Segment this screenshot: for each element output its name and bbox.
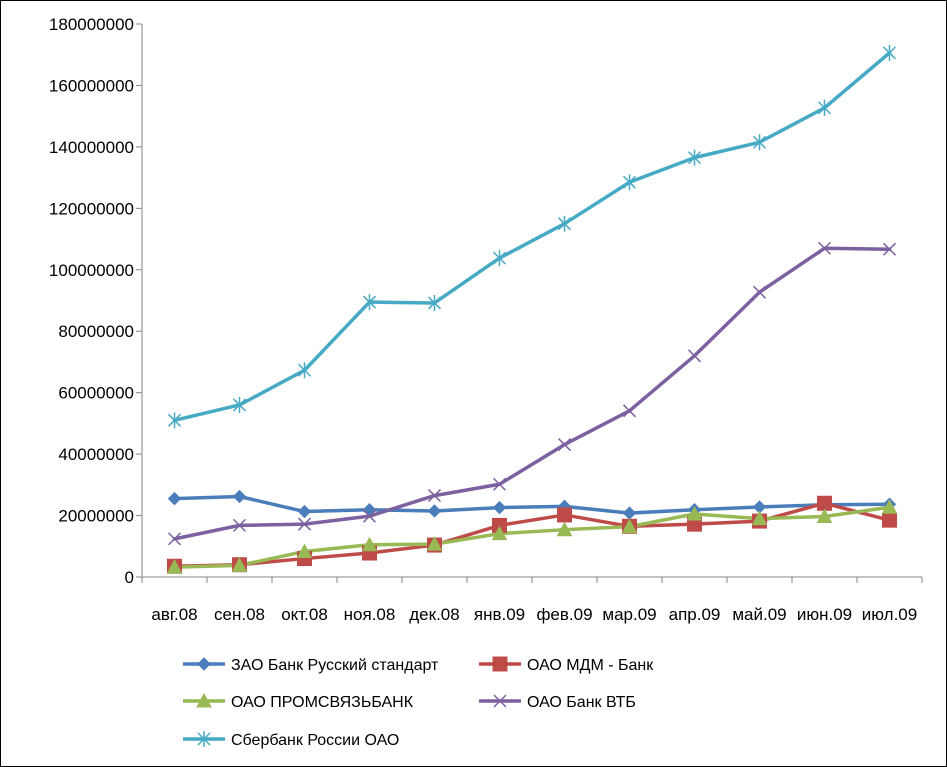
data-point-series-3 [426, 536, 443, 551]
y-tick-label: 100000000 [49, 261, 134, 280]
y-tick-label: 120000000 [49, 199, 134, 218]
data-point-series-4 [687, 349, 702, 363]
legend: ЗАО Банк Русский стандарт ОАО МДМ - Банк О… [183, 656, 654, 749]
y-tick-label: 0 [125, 568, 134, 587]
data-point-series-5 [167, 412, 182, 429]
x-tick-label: окт.08 [281, 605, 328, 624]
data-point-series-5 [557, 215, 572, 232]
data-point-series-3 [491, 525, 508, 541]
data-point-series-4 [817, 241, 832, 255]
data-point-series-4 [167, 532, 182, 546]
y-tick-label: 60000000 [58, 384, 134, 403]
data-point-series-5 [752, 134, 767, 151]
data-point-series-4 [752, 285, 767, 299]
legend-label: ОАО МДМ - Банк [527, 657, 654, 674]
legend-item: ОАО ПРОМСВЯЗЬБАНК [183, 692, 414, 711]
series-markers [166, 44, 898, 574]
data-point-series-5 [362, 294, 377, 311]
data-point-series-4 [232, 518, 247, 532]
data-point-series-2 [817, 495, 832, 511]
legend-item: ОАО МДМ - Банк [479, 656, 654, 674]
legend-label: ЗАО Банк Русский стандарт [231, 657, 439, 674]
y-tick-label: 40000000 [58, 445, 134, 464]
y-tick-label: 80000000 [58, 322, 134, 341]
series-line-5 [172, 51, 892, 423]
data-point-series-4 [622, 404, 637, 418]
data-point-series-5 [622, 174, 637, 191]
data-point-series-5 [297, 362, 312, 379]
data-point-series-1 [297, 504, 312, 519]
data-point-series-5 [492, 250, 507, 267]
legend-label: ОАО ПРОМСВЯЗЬБАНК [231, 694, 414, 711]
x-axis-tick-labels: авг.08 сен.08 окт.08 ноя.08 дек.08 янв.09 фев.… [151, 605, 917, 624]
legend-marker [197, 731, 211, 747]
data-point-series-5 [817, 99, 832, 116]
series-line-3 [172, 505, 892, 569]
x-tick-label: июн.09 [797, 605, 852, 624]
data-point-series-1 [427, 504, 442, 518]
x-tick-label: янв.09 [474, 605, 525, 624]
data-point-series-3 [751, 510, 768, 526]
data-point-series-4 [362, 509, 377, 523]
legend-marker [493, 694, 507, 708]
data-point-series-4 [427, 489, 442, 503]
data-point-series-1 [492, 500, 507, 515]
data-point-series-2 [557, 507, 572, 523]
x-tick-label: авг.08 [151, 605, 197, 624]
data-point-series-1 [622, 506, 637, 520]
y-tick-label: 20000000 [58, 507, 134, 526]
data-point-series-3 [231, 557, 248, 572]
data-point-series-1 [167, 491, 182, 506]
data-point-series-3 [296, 543, 313, 559]
data-point-series-5 [687, 149, 702, 166]
legend-item: ЗАО Банк Русский стандарт [183, 657, 439, 674]
series-line-4 [172, 246, 892, 541]
data-point-series-5 [427, 294, 442, 311]
x-tick-label: июл.09 [862, 605, 917, 624]
data-point-series-4 [882, 242, 897, 256]
series-lines [172, 51, 892, 569]
y-tick-label: 180000000 [49, 15, 134, 34]
data-point-series-4 [297, 517, 312, 531]
x-tick-label: ноя.08 [344, 605, 396, 624]
data-point-series-2 [882, 512, 897, 528]
data-point-series-1 [232, 489, 247, 504]
y-axis-tick-labels: 0 20000000 40000000 60000000 80000000 1000000… [49, 15, 134, 587]
legend-item: ОАО Банк ВТБ [479, 694, 636, 711]
legend-marker [196, 692, 212, 708]
legend-marker [492, 656, 508, 672]
y-tick-label: 140000000 [49, 138, 134, 157]
x-tick-label: дек.08 [409, 605, 459, 624]
data-point-series-3 [556, 521, 573, 537]
x-tick-label: мар.09 [602, 605, 656, 624]
axes [136, 23, 923, 583]
data-point-series-3 [881, 499, 898, 514]
data-point-series-3 [816, 508, 833, 523]
x-tick-label: апр.09 [669, 605, 721, 624]
data-point-series-4 [557, 438, 572, 452]
x-tick-label: май.09 [732, 605, 786, 624]
x-tick-label: сен.08 [214, 605, 265, 624]
data-point-series-3 [166, 559, 183, 574]
y-tick-label: 160000000 [49, 76, 134, 95]
series-line-1 [172, 494, 892, 515]
legend-marker [197, 657, 211, 671]
data-point-series-5 [232, 396, 247, 413]
legend-label: Сбербанк России ОАО [231, 732, 399, 749]
data-point-series-3 [621, 518, 638, 534]
data-point-series-3 [686, 505, 703, 521]
data-point-series-3 [361, 536, 378, 552]
data-point-series-5 [882, 44, 897, 61]
x-tick-label: фев.09 [536, 605, 592, 624]
data-point-series-4 [492, 477, 507, 491]
legend-item: Сбербанк России ОАО [183, 731, 399, 749]
legend-label: ОАО Банк ВТБ [527, 694, 636, 711]
